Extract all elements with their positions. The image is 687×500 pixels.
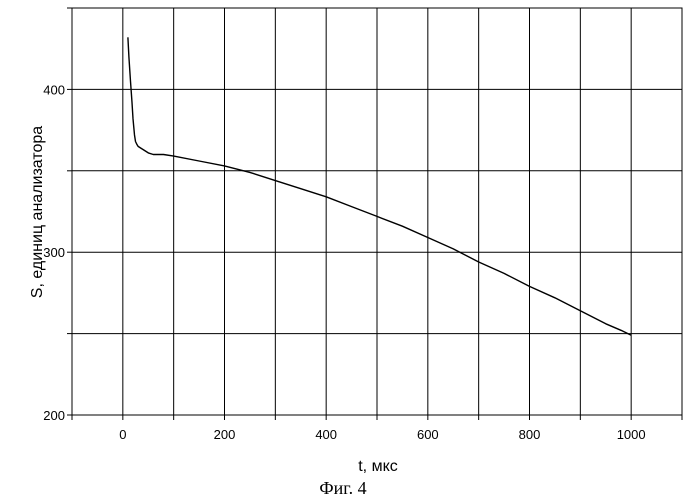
x-tick-label: 200 (214, 427, 236, 442)
x-tick-label: 1000 (617, 427, 646, 442)
y-tick-label: 300 (43, 245, 65, 260)
y-axis-title: S, единиц анализатора (29, 126, 46, 299)
x-axis-title: t, мкс (358, 458, 398, 475)
y-tick-label: 200 (43, 408, 65, 423)
y-tick-labels: 200 300 400 (43, 82, 65, 423)
figure-caption: Фиг. 4 (319, 478, 366, 498)
x-tick-labels: 0 200 400 600 800 1000 (119, 427, 645, 442)
x-tick-label: 400 (315, 427, 337, 442)
x-tick-label: 600 (417, 427, 439, 442)
x-tick-label: 800 (519, 427, 541, 442)
y-tick-label: 400 (43, 82, 65, 97)
x-tick-label: 0 (119, 427, 126, 442)
